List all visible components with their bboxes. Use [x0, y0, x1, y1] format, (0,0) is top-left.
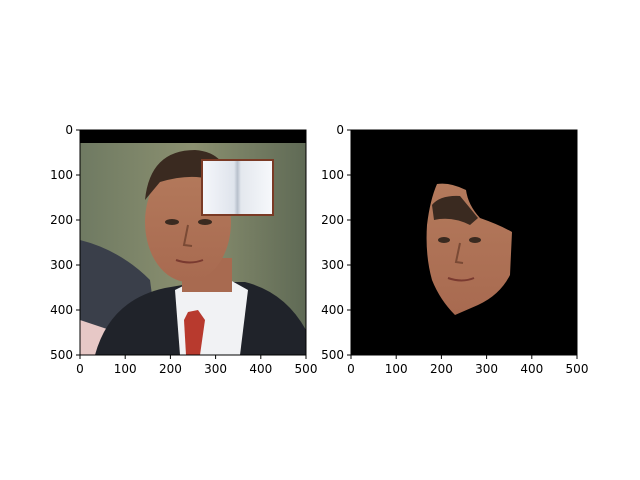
x-tick-label: 400: [249, 362, 272, 376]
y-tick-label: 500: [321, 348, 344, 362]
x-tick-label: 200: [430, 362, 453, 376]
masked-nose: [454, 242, 464, 264]
right-image-panel: [351, 130, 577, 355]
x-tick-label: 500: [295, 362, 318, 376]
nose: [182, 224, 193, 247]
y-tick-label: 300: [321, 258, 344, 272]
y-tick-label: 300: [50, 258, 73, 272]
x-tick-label: 0: [76, 362, 84, 376]
masked-right-eye: [469, 237, 481, 243]
x-tick-label: 300: [475, 362, 498, 376]
y-tick-label: 400: [50, 303, 73, 317]
y-tick-label: 100: [50, 168, 73, 182]
left-axes-frame: [79, 129, 307, 356]
left-image-panel: [80, 130, 306, 355]
y-tick-label: 0: [65, 123, 73, 137]
x-tick-label: 400: [520, 362, 543, 376]
mouth: [175, 259, 204, 264]
y-tick-label: 100: [321, 168, 344, 182]
x-tick-label: 100: [114, 362, 137, 376]
x-tick-label: 100: [385, 362, 408, 376]
y-tick-label: 400: [321, 303, 344, 317]
y-tick-label: 200: [50, 213, 73, 227]
book-pages: [203, 161, 272, 214]
left-eye: [165, 219, 179, 225]
y-tick-label: 0: [336, 123, 344, 137]
masked-mouth: [447, 277, 475, 282]
right-axes-frame: [350, 129, 578, 356]
necktie: [184, 310, 205, 355]
x-tick-label: 500: [566, 362, 589, 376]
y-tick-label: 200: [321, 213, 344, 227]
masked-hair: [432, 195, 478, 225]
masked-left-eye: [438, 237, 450, 243]
right-eye: [198, 219, 212, 225]
x-tick-label: 0: [347, 362, 355, 376]
y-tick-label: 500: [50, 348, 73, 362]
x-tick-label: 200: [159, 362, 182, 376]
x-tick-label: 300: [204, 362, 227, 376]
